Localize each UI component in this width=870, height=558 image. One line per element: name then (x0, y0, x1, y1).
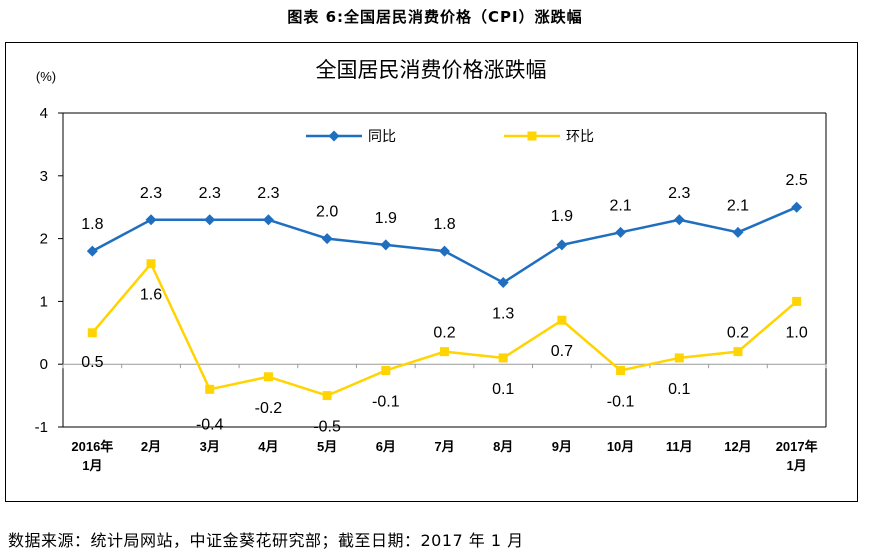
y-tick-label: 2 (40, 231, 48, 248)
x-tick-label: 5月 (317, 439, 337, 454)
y-tick-label: 3 (40, 168, 48, 185)
data-point-diamond (262, 214, 274, 226)
y-axis-ticks: 4 3 2 1 0 -1 (35, 105, 63, 436)
data-label: 0.2 (433, 325, 455, 342)
data-point-square (557, 315, 567, 325)
zero-line-group (62, 363, 827, 369)
data-point-diamond (204, 214, 216, 226)
data-label: 1.9 (375, 210, 397, 227)
y-tick-label: 0 (40, 356, 48, 373)
x-tick-label: 3月 (200, 439, 220, 454)
x-tick-label: 6月 (376, 439, 396, 454)
x-tick-label: 7月 (434, 439, 454, 454)
x-tick-label: 4月 (258, 439, 278, 454)
data-point-square (263, 372, 273, 382)
legend-label: 环比 (566, 128, 594, 144)
data-point-square (616, 365, 626, 375)
chart-frame: 全国居民消费价格涨跌幅 (%) 4 3 2 1 0 -1 2016年 1月 2月 3月 4月 5月 6… (5, 42, 858, 502)
x-tick-label: 12月 (724, 439, 751, 454)
y-tick-label: 1 (40, 293, 48, 310)
source-note: 数据来源：统计局网站，中证金葵花研究部；截至日期：2017 年 1 月 (8, 531, 524, 550)
data-label: 1.3 (492, 306, 514, 323)
y-tick-label: 4 (40, 105, 48, 122)
data-label: 2.3 (257, 185, 279, 202)
data-point-square (733, 347, 743, 357)
data-point-diamond (321, 233, 333, 245)
x-tick-label: 10月 (607, 439, 634, 454)
data-label: 1.8 (433, 216, 455, 233)
data-label: -0.1 (372, 393, 400, 410)
data-point-square (322, 391, 332, 401)
data-point-diamond (86, 245, 98, 257)
data-point-diamond (615, 226, 627, 238)
data-label: 2.1 (609, 197, 631, 214)
cpi-line-chart: 全国居民消费价格涨跌幅 (%) 4 3 2 1 0 -1 2016年 1月 2月 3月 4月 5月 6… (35, 59, 827, 473)
legend-marker-square (527, 131, 537, 141)
data-point-square (440, 347, 449, 357)
data-point-square (498, 353, 508, 363)
data-label: 2.0 (316, 204, 338, 221)
x-tick-label: 2月 (141, 439, 161, 454)
data-point-diamond (380, 239, 392, 251)
data-point-diamond (732, 226, 744, 238)
data-point-square (205, 384, 215, 394)
figure-caption: 图表 6:全国居民消费价格（CPI）涨跌幅 (287, 8, 583, 26)
y-axis-unit: (%) (36, 69, 56, 84)
chart-title: 全国居民消费价格涨跌幅 (316, 59, 547, 82)
data-point-diamond (556, 239, 568, 251)
data-point-diamond (791, 201, 803, 213)
data-point-diamond (497, 277, 509, 289)
x-axis-labels: 2016年 1月 2月 3月 4月 5月 6月 7月 8月 9月 10月 11月 12月 2017年 1月 (71, 439, 817, 473)
data-point-square (674, 353, 684, 363)
x-tick-label-line2: 1月 (787, 458, 807, 473)
x-tick-label: 8月 (493, 439, 513, 454)
data-point-square (792, 296, 802, 306)
data-label: 0.5 (81, 354, 103, 371)
x-tick-label: 9月 (552, 439, 572, 454)
data-label: 1.8 (81, 216, 103, 233)
data-label: 1.6 (140, 287, 162, 304)
data-point-diamond (439, 245, 450, 257)
data-label: 2.1 (727, 197, 749, 214)
data-label: 2.3 (668, 185, 690, 202)
plot-area (62, 112, 827, 428)
data-point-square (146, 259, 156, 269)
x-tick-label: 2016年 (71, 439, 113, 454)
data-label: 2.3 (199, 185, 221, 202)
data-label: 2.3 (140, 185, 162, 202)
data-point-square (87, 328, 97, 338)
data-point-square (381, 365, 391, 375)
data-label: 0.1 (668, 381, 690, 398)
y-tick-label: -1 (35, 419, 48, 436)
x-tick-label: 2017年 (776, 439, 818, 454)
x-tick-label: 11月 (666, 439, 693, 454)
data-label: -0.1 (607, 393, 635, 410)
data-label: 0.7 (551, 343, 573, 360)
data-label: -0.4 (196, 416, 224, 433)
data-point-diamond (145, 214, 157, 226)
data-point-diamond (673, 214, 685, 226)
data-label: -0.5 (313, 419, 341, 436)
legend-marker-diamond (328, 130, 340, 142)
x-tick-label-line2: 1月 (82, 458, 102, 473)
data-label: 0.1 (492, 381, 514, 398)
legend: 同比 环比 (306, 128, 594, 144)
data-label: 0.2 (727, 325, 749, 342)
legend-label: 同比 (368, 128, 396, 144)
data-label: 1.0 (786, 324, 808, 341)
data-label: -0.2 (255, 400, 283, 417)
series-group: 1.8 2.3 2.3 2.3 2.0 1.9 1.8 1.3 1.9 2.1 2.3 2.1 2.5 0… (81, 172, 808, 435)
data-label: 1.9 (551, 208, 573, 225)
data-label: 2.5 (786, 172, 808, 189)
